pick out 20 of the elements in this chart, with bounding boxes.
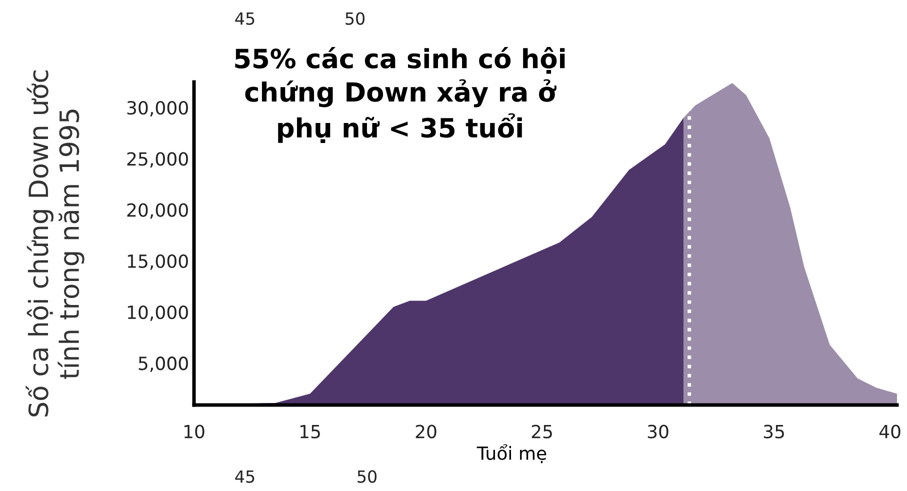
x-tick-label: 20 — [416, 424, 436, 438]
text: 50 — [358, 470, 376, 483]
x-tick-label: 25 — [532, 424, 552, 438]
x-tick-label: 10 — [184, 424, 204, 438]
x-tick-label: 30 — [648, 424, 668, 438]
y-tick-label: 20,000 — [127, 203, 188, 219]
text: 50 — [346, 12, 364, 25]
y-tick-label: 15,000 — [128, 254, 188, 270]
y-tick-label: 30,000 — [127, 101, 188, 117]
y-tick-label: 10,000 — [128, 305, 188, 321]
chart-title: 55% các ca sinh có hội chứng Down xảy ra ở phụ nữ < 35 tuổi — [235, 47, 565, 143]
x-tick-label: 35 — [764, 424, 784, 438]
x-axis-title: Tuổi mẹ — [476, 444, 546, 464]
x-tick-label: 40 — [879, 424, 900, 438]
text: 45 — [235, 12, 254, 25]
text: 45 — [235, 470, 254, 483]
x-tick-label: 15 — [300, 425, 320, 438]
y-tick-label: 25,000 — [127, 152, 188, 168]
y-tick-label: 5,000 — [138, 356, 188, 372]
y-axis-title: Số ca hội chứng Down ước tính trong năm 1995 — [26, 70, 84, 416]
